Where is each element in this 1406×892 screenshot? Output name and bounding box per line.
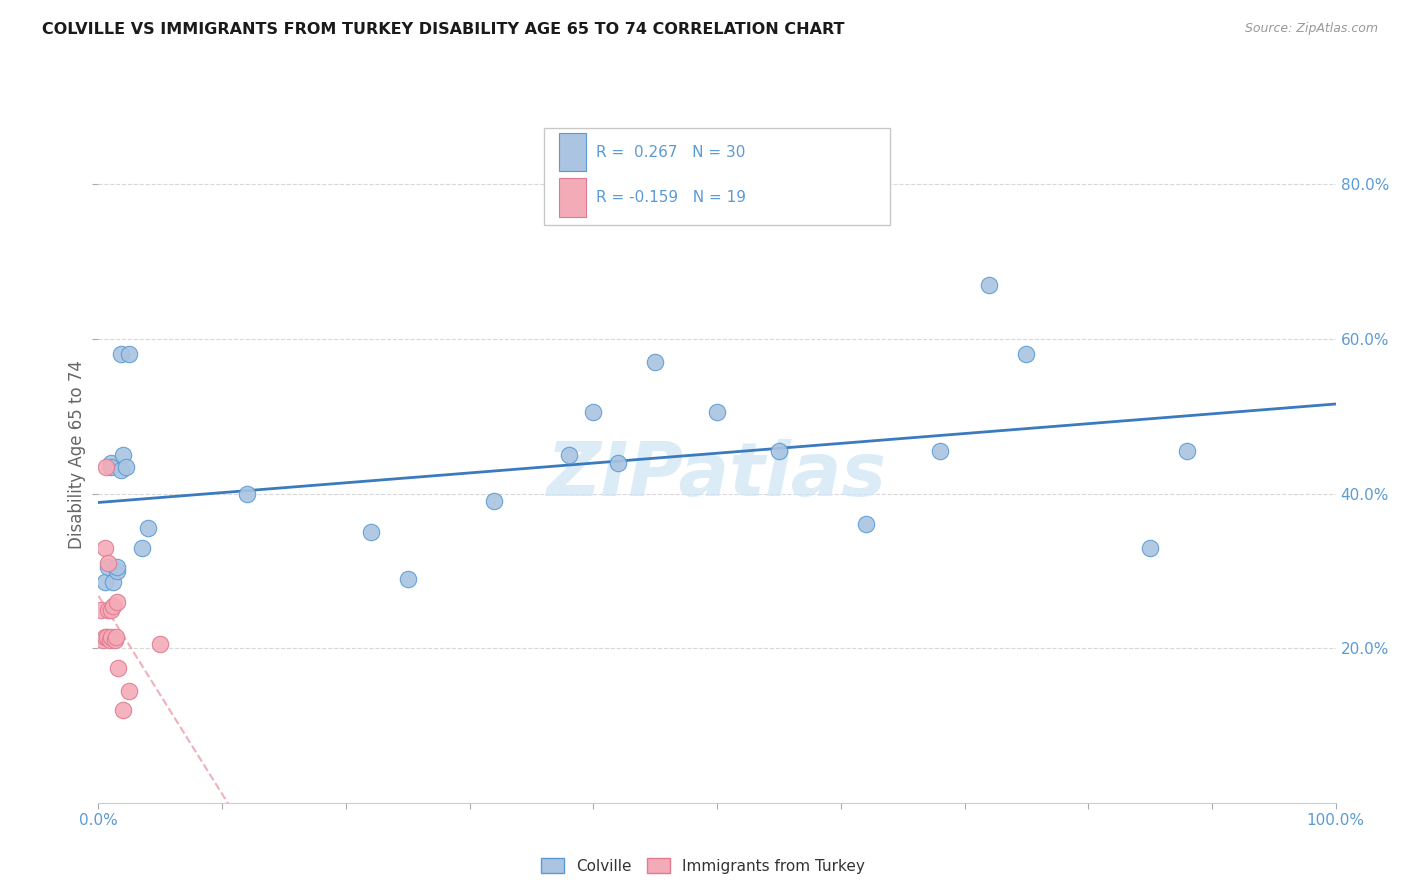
Point [644, 355, 666, 369]
Point [100, 456, 122, 470]
Point [104, 630, 127, 644]
FancyBboxPatch shape [544, 128, 890, 226]
Text: ZIPatlas: ZIPatlas [547, 439, 887, 512]
Point [107, 660, 129, 674]
Point [103, 633, 125, 648]
Text: Source: ZipAtlas.com: Source: ZipAtlas.com [1244, 22, 1378, 36]
Point [105, 560, 128, 574]
Point [100, 459, 122, 474]
Y-axis label: Disability Age 65 to 74: Disability Age 65 to 74 [67, 360, 86, 549]
Point [97, 556, 120, 570]
Point [94, 459, 117, 474]
Point [136, 521, 159, 535]
Point [98, 633, 121, 648]
Point [484, 494, 506, 508]
Point [110, 463, 132, 477]
Point [1139, 541, 1161, 555]
Point [93, 541, 115, 555]
Point [360, 525, 382, 540]
Point [768, 444, 790, 458]
Point [855, 517, 877, 532]
Point [557, 448, 579, 462]
Point [1015, 347, 1038, 361]
Point [582, 405, 605, 419]
Point [100, 630, 122, 644]
Point [97, 602, 120, 616]
Point [118, 347, 141, 361]
Point [236, 486, 259, 500]
FancyBboxPatch shape [558, 133, 586, 171]
Point [112, 448, 135, 462]
Point [90, 602, 112, 616]
Point [105, 595, 128, 609]
Point [93, 575, 115, 590]
Point [112, 703, 135, 717]
FancyBboxPatch shape [558, 178, 586, 217]
Point [118, 683, 141, 698]
Point [100, 602, 122, 616]
Text: R =  0.267   N = 30: R = 0.267 N = 30 [596, 145, 745, 160]
Point [607, 456, 630, 470]
Point [105, 564, 128, 578]
Point [396, 572, 419, 586]
Text: R = -0.159   N = 19: R = -0.159 N = 19 [596, 190, 745, 205]
Point [928, 444, 950, 458]
Point [706, 405, 728, 419]
Point [103, 599, 125, 613]
Point [93, 630, 115, 644]
Point [93, 633, 115, 648]
Point [131, 541, 153, 555]
Text: COLVILLE VS IMMIGRANTS FROM TURKEY DISABILITY AGE 65 TO 74 CORRELATION CHART: COLVILLE VS IMMIGRANTS FROM TURKEY DISAB… [42, 22, 845, 37]
Point [97, 560, 120, 574]
Point [149, 637, 172, 651]
Point [114, 459, 136, 474]
Legend: Colville, Immigrants from Turkey: Colville, Immigrants from Turkey [534, 852, 872, 880]
Point [979, 277, 1001, 292]
Point [96, 630, 118, 644]
Point [1175, 444, 1198, 458]
Point [110, 347, 132, 361]
Point [103, 575, 125, 590]
